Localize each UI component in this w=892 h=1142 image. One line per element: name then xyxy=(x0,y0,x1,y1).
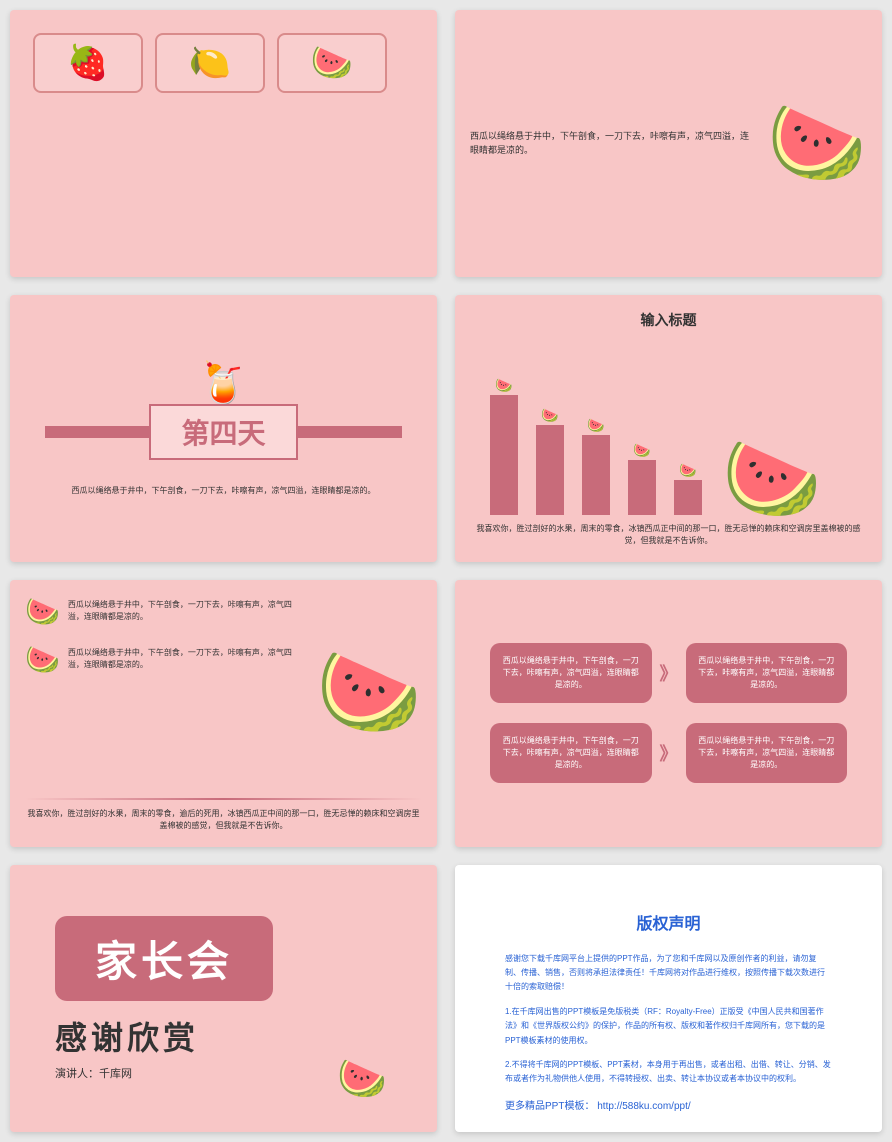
bar-icon: 🍉 xyxy=(679,462,696,479)
bar: 🍉 xyxy=(536,425,564,515)
slide-slices: 🍉 西瓜以绳络悬于井中，下午剖食，一刀下去，咔嚓有声，凉气四溢，连眼睛都是凉的。… xyxy=(10,580,437,847)
banner-wrap: 第四天 xyxy=(25,404,422,460)
flow-box: 西瓜以绳络悬于井中，下午剖食，一刀下去，咔嚓有声，凉气四溢，连眼睛都是凉的。 xyxy=(490,723,652,783)
slide5-caption: 我喜欢你，胜过剖好的水果，周末的零食，逾后的死用，冰镇西瓜正中间的那一口，胜无忌… xyxy=(25,808,422,832)
fruit-card-row: 🍓 🍋 🍉 xyxy=(25,25,422,101)
copyright-link[interactable]: 更多精品PPT模板： http://588ku.com/ppt/ xyxy=(505,1097,832,1112)
slide-grid: 🍓 🍋 🍉 西瓜以绳络悬于井中，下午剖食，一刀下去，咔嚓有声，凉气四溢，连眼睛都… xyxy=(10,10,882,1132)
slice-row: 🍉 西瓜以绳络悬于井中，下午剖食，一刀下去，咔嚓有声，凉气四溢，连眼睛都是凉的。 xyxy=(25,643,301,676)
flow-box: 西瓜以绳络悬于井中，下午剖食，一刀下去，咔嚓有声，凉气四溢，连眼睛都是凉的。 xyxy=(686,643,848,703)
strawberry-icon: 🍓 xyxy=(67,43,109,83)
arrow-icon: 》 xyxy=(660,660,678,686)
big-slice-icon: 🍉 xyxy=(316,595,422,790)
flow-row: 西瓜以绳络悬于井中，下午剖食，一刀下去，咔嚓有声，凉气四溢，连眼睛都是凉的。 》… xyxy=(490,723,847,783)
chart-area: 🍉 🍉 🍉 🍉 🍉 🍉 xyxy=(470,340,867,515)
slide2-content: 西瓜以绳络悬于井中，下午剖食，一刀下去，咔嚓有声，凉气四溢，连眼睛都是凉的。 🍉 xyxy=(470,25,867,262)
slide2-text: 西瓜以绳络悬于井中，下午剖食，一刀下去，咔嚓有声，凉气四溢，连眼睛都是凉的。 xyxy=(470,129,757,158)
day-banner-text: 第四天 xyxy=(181,418,265,449)
slice-text: 西瓜以绳络悬于井中，下午剖食，一刀下去，咔嚓有声，凉气四溢，连眼睛都是凉的。 xyxy=(68,599,301,623)
flow-box: 西瓜以绳络悬于井中，下午剖食，一刀下去，咔嚓有声，凉气四溢，连眼睛都是凉的。 xyxy=(686,723,848,783)
slide3-caption: 西瓜以绳络悬于井中，下午剖食，一刀下去，咔嚓有声，凉气四溢，连眼睛都是凉的。 xyxy=(72,485,376,496)
fruit-card: 🍉 xyxy=(277,33,387,93)
divider xyxy=(25,798,422,800)
day-banner: 第四天 xyxy=(149,404,297,460)
slide3-layout: 🍹 第四天 西瓜以绳络悬于井中，下午剖食，一刀下去，咔嚓有声，凉气四溢，连眼睛都… xyxy=(25,310,422,547)
bar-icon: 🍉 xyxy=(633,442,650,459)
bar-icon: 🍉 xyxy=(541,407,558,424)
slice-icon: 🍉 xyxy=(25,643,60,676)
bar-icon: 🍉 xyxy=(495,377,512,394)
slide7-watermelon-icon: 🍉 xyxy=(337,1055,387,1102)
bar: 🍉 xyxy=(582,435,610,515)
slide-day4: 🍹 第四天 西瓜以绳络悬于井中，下午剖食，一刀下去，咔嚓有声，凉气四溢，连眼睛都… xyxy=(10,295,437,562)
title-main: 家长会 xyxy=(95,928,233,989)
flow-row: 西瓜以绳络悬于井中，下午剖食，一刀下去，咔嚓有声，凉气四溢，连眼睛都是凉的。 》… xyxy=(490,643,847,703)
slide8-layout: 版权声明 感谢您下载千库网平台上提供的PPT作品，为了您和千库网以及原创作者的利… xyxy=(470,880,867,1132)
link-label: 更多精品PPT模板： xyxy=(505,1101,594,1112)
bar: 🍉 xyxy=(674,480,702,515)
slide4-layout: 输入标题 🍉 🍉 🍉 🍉 🍉 🍉 我喜欢你，胜过剖好的水果，周末的零食，冰镇西瓜… xyxy=(470,310,867,547)
watermelon-big-icon: 🍉 xyxy=(767,96,867,190)
chart-decoration-icon: 🍉 xyxy=(722,443,822,515)
thanks-text: 感谢欣赏 xyxy=(55,1013,199,1059)
chart-title: 输入标题 xyxy=(470,310,867,330)
lemon-icon: 🍋 xyxy=(189,43,231,83)
arrow-icon: 》 xyxy=(660,740,678,766)
slide5-left: 🍉 西瓜以绳络悬于井中，下午剖食，一刀下去，咔嚓有声，凉气四溢，连眼睛都是凉的。… xyxy=(25,595,301,790)
slide5-top: 🍉 西瓜以绳络悬于井中，下午剖食，一刀下去，咔嚓有声，凉气四溢，连眼睛都是凉的。… xyxy=(25,595,422,790)
bar-icon: 🍉 xyxy=(587,417,604,434)
slide5-layout: 🍉 西瓜以绳络悬于井中，下午剖食，一刀下去，咔嚓有声，凉气四溢，连眼睛都是凉的。… xyxy=(25,595,422,832)
fruit-card: 🍋 xyxy=(155,33,265,93)
slide4-caption: 我喜欢你，胜过剖好的水果，周末的零食，冰镇西瓜正中间的那一口，胜无忌惮的赖床和空… xyxy=(470,523,867,547)
presenter-text: 演讲人：千库网 xyxy=(55,1065,132,1081)
copyright-p3: 2.不得将千库网的PPT模板、PPT素材，本身用于再出售，或者出租、出借、转让、… xyxy=(505,1058,832,1087)
watermelon-icon: 🍉 xyxy=(311,43,353,83)
bar: 🍉 xyxy=(490,395,518,515)
slice-row: 🍉 西瓜以绳络悬于井中，下午剖食，一刀下去，咔嚓有声，凉气四溢，连眼睛都是凉的。 xyxy=(25,595,301,628)
slide-watermelon-intro: 西瓜以绳络悬于井中，下午剖食，一刀下去，咔嚓有声，凉气四溢，连眼睛都是凉的。 🍉 xyxy=(455,10,882,277)
title-box: 家长会 xyxy=(55,916,273,1001)
slide6-layout: 西瓜以绳络悬于井中，下午剖食，一刀下去，咔嚓有声，凉气四溢，连眼睛都是凉的。 》… xyxy=(470,595,867,832)
link-url: http://588ku.com/ppt/ xyxy=(597,1101,690,1112)
slide-bar-chart: 输入标题 🍉 🍉 🍉 🍉 🍉 🍉 我喜欢你，胜过剖好的水果，周末的零食，冰镇西瓜… xyxy=(455,295,882,562)
slide7-layout: 家长会 感谢欣赏 演讲人：千库网 🍉 xyxy=(25,880,422,1117)
slide-thanks: 家长会 感谢欣赏 演讲人：千库网 🍉 xyxy=(10,865,437,1132)
slide-fruit-cards: 🍓 🍋 🍉 xyxy=(10,10,437,277)
fruit-card: 🍓 xyxy=(33,33,143,93)
flow-box: 西瓜以绳络悬于井中，下午剖食，一刀下去，咔嚓有声，凉气四溢，连眼睛都是凉的。 xyxy=(490,643,652,703)
bar: 🍉 xyxy=(628,460,656,515)
copyright-title: 版权声明 xyxy=(505,910,832,934)
slide-flow: 西瓜以绳络悬于井中，下午剖食，一刀下去，咔嚓有声，凉气四溢，连眼睛都是凉的。 》… xyxy=(455,580,882,847)
bars: 🍉 🍉 🍉 🍉 🍉 xyxy=(490,385,702,515)
slide-copyright: 版权声明 感谢您下载千库网平台上提供的PPT作品，为了您和千库网以及原创作者的利… xyxy=(455,865,882,1132)
copyright-p2: 1.在千库网出售的PPT模板是免版税类（RF：Royalty-Free）正版受《… xyxy=(505,1005,832,1048)
slice-icon: 🍉 xyxy=(25,595,60,628)
slice-text: 西瓜以绳络悬于井中，下午剖食，一刀下去，咔嚓有声，凉气四溢，连眼睛都是凉的。 xyxy=(68,647,301,671)
copyright-p1: 感谢您下载千库网平台上提供的PPT作品，为了您和千库网以及原创作者的利益，请勿复… xyxy=(505,952,832,995)
